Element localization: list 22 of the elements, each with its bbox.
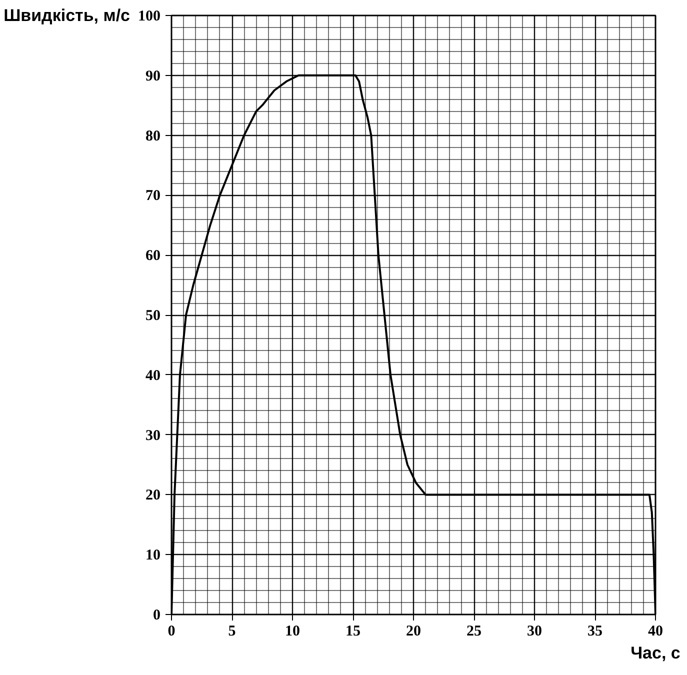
- y-tick-label: 10: [146, 548, 160, 564]
- x-tick-label: 5: [228, 624, 236, 640]
- x-tick-label: 35: [588, 624, 602, 640]
- y-tick-label: 100: [138, 8, 160, 24]
- y-tick-label: 70: [146, 188, 160, 204]
- y-tick-label: 30: [146, 428, 160, 444]
- x-axis-title: Час, с: [630, 644, 680, 662]
- x-tick-label: 25: [466, 624, 482, 640]
- y-tick-label: 90: [146, 68, 160, 84]
- y-tick-label: 0: [153, 608, 160, 624]
- y-tick-label: 50: [146, 308, 160, 324]
- x-tick-label: 15: [346, 624, 360, 640]
- x-tick-label: 10: [285, 624, 300, 640]
- y-tick-label: 20: [146, 488, 160, 504]
- y-tick-label: 80: [146, 128, 160, 144]
- y-tick-label: 60: [146, 248, 160, 264]
- x-tick-label: 30: [527, 624, 542, 640]
- x-tick-label: 0: [168, 624, 176, 640]
- x-tick-label: 20: [406, 624, 421, 640]
- y-axis-title: Швидкість, м/с: [4, 6, 130, 25]
- y-tick-label: 40: [146, 368, 160, 384]
- x-tick-label: 40: [648, 624, 663, 640]
